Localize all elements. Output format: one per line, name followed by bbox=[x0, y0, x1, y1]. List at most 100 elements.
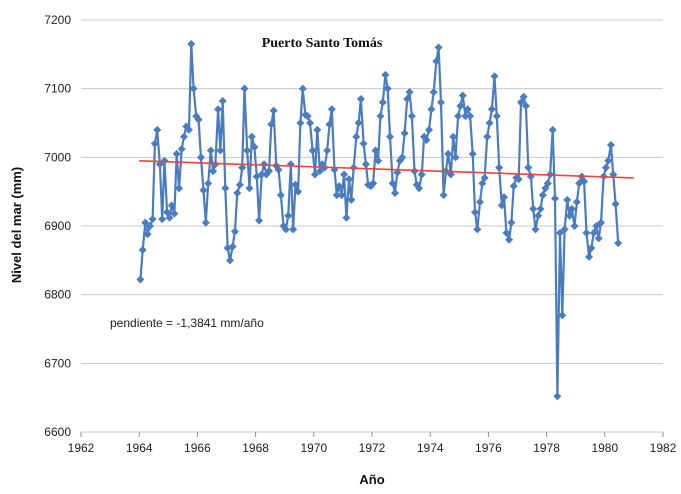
data-point bbox=[434, 43, 443, 52]
data-point bbox=[565, 211, 574, 220]
data-point bbox=[468, 149, 477, 158]
x-tick-label: 1978 bbox=[533, 441, 560, 455]
x-tick-label: 1966 bbox=[184, 441, 211, 455]
data-point bbox=[310, 170, 319, 179]
data-point bbox=[216, 146, 225, 155]
x-tick-label: 1968 bbox=[242, 441, 269, 455]
data-point bbox=[153, 125, 162, 134]
data-point bbox=[592, 222, 601, 230]
data-point bbox=[589, 228, 598, 237]
data-point bbox=[461, 112, 470, 121]
trend-layer bbox=[139, 159, 634, 179]
data-point bbox=[172, 149, 181, 158]
data-point bbox=[196, 153, 205, 162]
data-point bbox=[378, 98, 387, 107]
data-point bbox=[425, 125, 434, 134]
data-point bbox=[356, 94, 365, 103]
data-point bbox=[269, 106, 278, 115]
x-tick-label: 1964 bbox=[126, 441, 153, 455]
x-tick-label: 1962 bbox=[68, 441, 95, 455]
data-point bbox=[485, 119, 494, 127]
data-point bbox=[230, 227, 239, 236]
data-point bbox=[255, 216, 264, 225]
data-point bbox=[497, 201, 506, 210]
data-point bbox=[444, 149, 453, 158]
data-point bbox=[296, 119, 305, 127]
y-tick-label: 6600 bbox=[44, 425, 71, 439]
x-axis-title: Año bbox=[359, 472, 384, 487]
data-point bbox=[327, 105, 336, 114]
data-point bbox=[240, 84, 249, 93]
data-point bbox=[458, 91, 467, 100]
data-point bbox=[492, 112, 501, 121]
data-point bbox=[606, 140, 615, 149]
data-point bbox=[509, 182, 518, 191]
x-tick-label: 1976 bbox=[475, 441, 502, 455]
data-point bbox=[500, 193, 509, 202]
data-point bbox=[177, 145, 186, 154]
data-point bbox=[567, 204, 576, 213]
data-point bbox=[323, 146, 332, 155]
data-point bbox=[439, 191, 448, 200]
data-point bbox=[306, 119, 315, 127]
y-axis-title: Nivel del mar (mm) bbox=[9, 167, 24, 283]
data-point bbox=[291, 180, 300, 189]
data-point bbox=[337, 191, 346, 200]
data-point bbox=[386, 132, 395, 141]
data-point bbox=[184, 125, 193, 134]
data-point bbox=[335, 182, 344, 191]
data-point bbox=[284, 211, 293, 220]
data-point bbox=[225, 256, 234, 265]
data-point bbox=[238, 163, 247, 172]
data-point bbox=[519, 92, 528, 101]
data-point bbox=[570, 222, 579, 230]
data-point bbox=[427, 105, 436, 114]
data-point bbox=[538, 191, 547, 200]
data-point bbox=[597, 218, 606, 227]
data-point bbox=[466, 112, 475, 121]
data-point bbox=[315, 167, 324, 176]
data-point bbox=[189, 84, 198, 93]
data-point bbox=[257, 170, 266, 179]
data-point bbox=[332, 191, 341, 200]
data-point bbox=[233, 189, 242, 198]
data-point bbox=[449, 132, 458, 141]
data-point bbox=[352, 132, 361, 141]
data-point bbox=[381, 70, 390, 79]
data-point bbox=[371, 146, 380, 155]
y-tick-label: 7000 bbox=[44, 150, 71, 164]
data-point bbox=[580, 177, 589, 186]
data-point bbox=[369, 179, 378, 188]
data-point bbox=[383, 84, 392, 93]
data-point bbox=[160, 156, 169, 165]
data-point bbox=[143, 230, 152, 239]
data-point bbox=[475, 197, 484, 206]
data-point bbox=[417, 170, 426, 179]
y-tick-label: 6900 bbox=[44, 219, 71, 233]
data-point bbox=[138, 246, 147, 255]
data-point bbox=[148, 215, 157, 224]
data-point bbox=[245, 184, 254, 193]
data-point bbox=[611, 200, 620, 209]
data-point bbox=[264, 167, 273, 176]
data-point bbox=[507, 218, 516, 227]
data-point bbox=[175, 184, 184, 193]
data-point bbox=[551, 194, 560, 203]
data-point bbox=[201, 218, 210, 227]
data-point bbox=[267, 120, 276, 129]
slope-annotation: pendiente = -1,3841 mm/año bbox=[110, 316, 264, 330]
data-point bbox=[505, 235, 514, 244]
data-point bbox=[194, 115, 203, 124]
data-point bbox=[422, 136, 431, 145]
data-point bbox=[436, 98, 445, 107]
data-point bbox=[313, 125, 322, 134]
data-point bbox=[473, 225, 482, 234]
data-point bbox=[585, 252, 594, 261]
x-tick-label: 1974 bbox=[417, 441, 444, 455]
data-point bbox=[345, 175, 354, 184]
data-point bbox=[340, 170, 349, 179]
data-point bbox=[536, 204, 545, 213]
trend-line bbox=[139, 159, 634, 179]
